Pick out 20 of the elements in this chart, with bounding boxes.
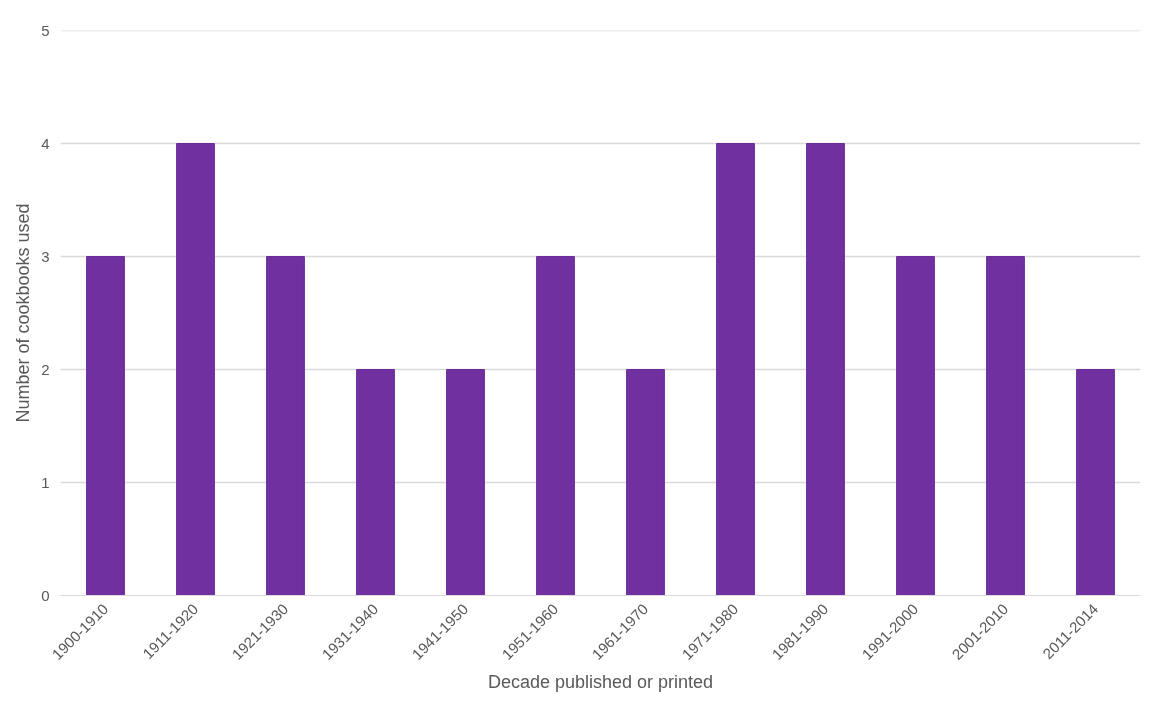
bar — [176, 143, 215, 596]
bar — [266, 256, 305, 596]
bar — [446, 369, 485, 596]
bar — [86, 256, 125, 596]
y-tick-label: 2 — [41, 360, 50, 378]
x-axis-title: Decade published or printed — [487, 672, 714, 693]
y-tick-label: 0 — [41, 586, 50, 604]
bar — [716, 143, 755, 596]
y-axis-title: Number of cookbooks used — [13, 203, 34, 423]
bar — [986, 256, 1025, 596]
bar — [896, 256, 935, 596]
y-tick-label: 5 — [41, 21, 50, 39]
bar — [1076, 369, 1115, 596]
bar — [626, 369, 665, 596]
bar — [806, 143, 845, 596]
y-tick-label: 4 — [41, 134, 50, 152]
y-tick-label: 3 — [41, 247, 50, 265]
y-tick-label: 1 — [41, 473, 50, 491]
bar — [356, 369, 395, 596]
bar — [536, 256, 575, 596]
